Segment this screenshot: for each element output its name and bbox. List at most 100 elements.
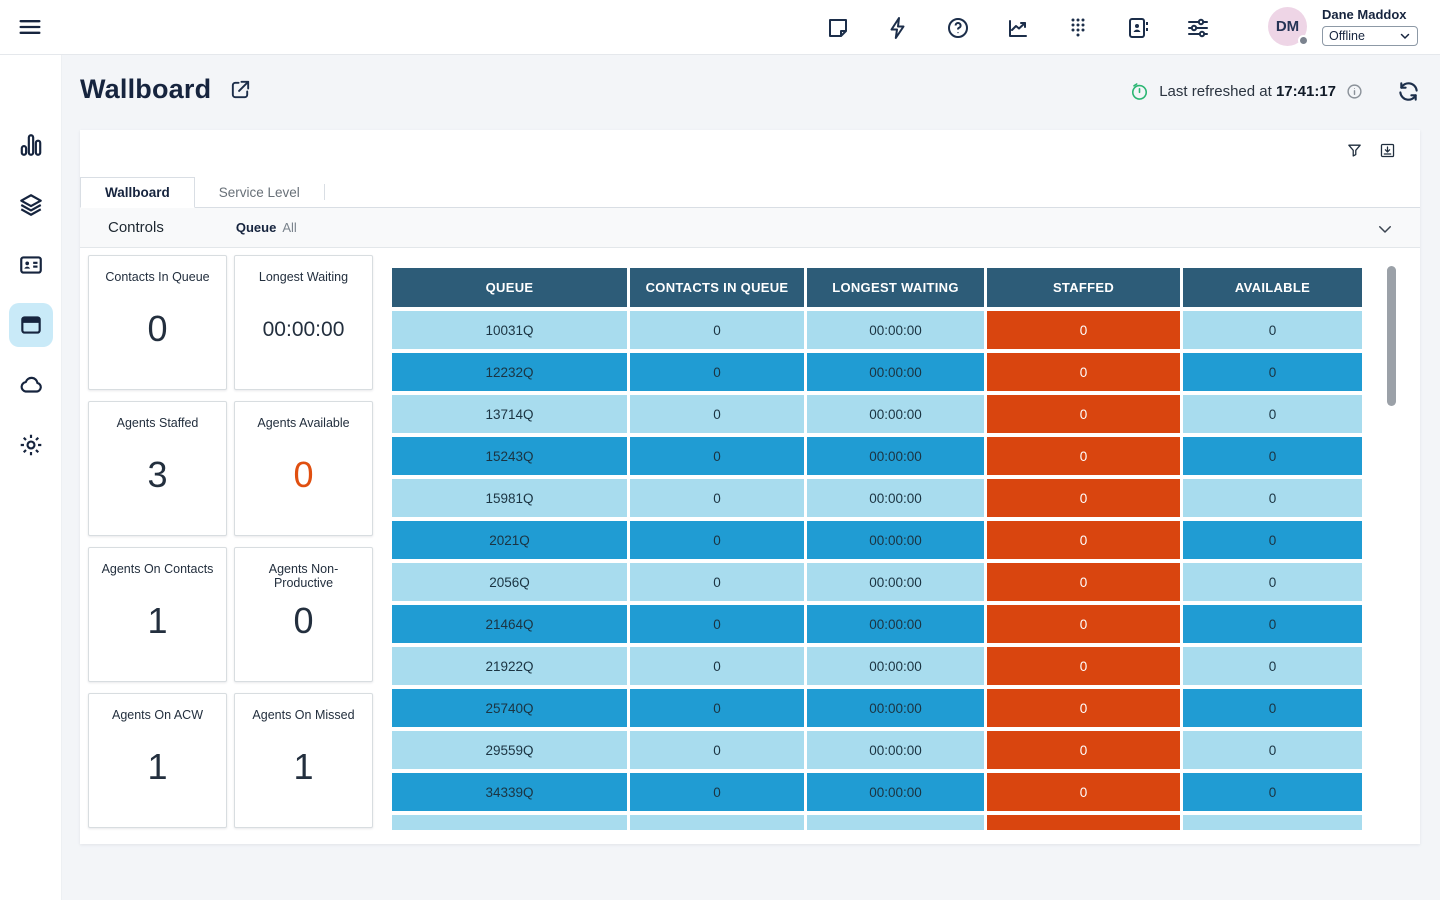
sidebar-item-settings[interactable]	[9, 423, 53, 467]
table-cell-available: 0	[1183, 605, 1362, 643]
queue-filter[interactable]: Queue All	[235, 220, 297, 235]
table-cell-contacts: 0	[630, 689, 804, 727]
sidebar-item-cloud[interactable]	[9, 363, 53, 407]
table-cell-longest: 00:00:00	[807, 353, 984, 391]
tab-wallboard[interactable]: Wallboard	[80, 177, 195, 208]
kpi-label: Agents Staffed	[116, 416, 199, 430]
table-cell-contacts	[630, 815, 804, 830]
table-cell-queue: 13714Q	[392, 395, 627, 433]
controls-label: Controls	[108, 219, 164, 236]
table-cell-longest: 00:00:00	[807, 311, 984, 349]
table-cell-queue: 12232Q	[392, 353, 627, 391]
table-cell-longest: 00:00:00	[807, 479, 984, 517]
status-select[interactable]: Offline	[1322, 26, 1418, 46]
kpi-value: 0	[147, 308, 168, 349]
kpi-value: 1	[147, 746, 168, 787]
status-select-value: Offline	[1329, 29, 1365, 43]
table-header-cell: STAFFED	[987, 268, 1180, 307]
kpi-card: Agents Available 0	[234, 401, 373, 536]
contacts-icon[interactable]	[1126, 16, 1150, 40]
hamburger-menu-icon[interactable]	[16, 13, 44, 41]
info-icon[interactable]	[1346, 83, 1363, 100]
table-cell-queue	[392, 815, 627, 830]
external-link-icon[interactable]	[229, 78, 252, 101]
gear-icon	[20, 434, 42, 456]
table-cell-staffed: 0	[987, 311, 1180, 349]
status-dot	[1298, 35, 1309, 46]
table-cell-available	[1183, 815, 1362, 830]
kpi-value: 3	[147, 454, 168, 495]
table-row: 29559Q 0 00:00:00 0 0	[392, 731, 1365, 769]
kpi-card: Agents On Missed 1	[234, 693, 373, 828]
sidebar-item-metrics[interactable]	[9, 123, 53, 167]
table-cell-queue: 15243Q	[392, 437, 627, 475]
cloud-icon	[20, 376, 42, 393]
table-cell-queue: 25740Q	[392, 689, 627, 727]
avatar[interactable]: DM	[1268, 7, 1309, 46]
table-row: 13714Q 0 00:00:00 0 0	[392, 395, 1365, 433]
table-row: 25740Q 0 00:00:00 0 0	[392, 689, 1365, 727]
table-cell-contacts: 0	[630, 395, 804, 433]
kpi-value: 0	[293, 600, 314, 641]
tab-service-level[interactable]: Service Level	[218, 185, 300, 200]
table-cell-longest: 00:00:00	[807, 731, 984, 769]
dialpad-icon[interactable]	[1066, 16, 1090, 40]
table-cell-staffed: 0	[987, 689, 1180, 727]
table-cell-staffed: 0	[987, 605, 1180, 643]
help-icon[interactable]	[946, 16, 970, 40]
table-cell-available: 0	[1183, 647, 1362, 685]
table-header-cell: AVAILABLE	[1183, 268, 1362, 307]
table-cell-staffed: 0	[987, 647, 1180, 685]
filter-icon[interactable]	[1346, 142, 1363, 159]
sidebar-item-contacts[interactable]	[9, 243, 53, 287]
kpi-value: 1	[147, 600, 168, 641]
table-cell-longest: 00:00:00	[807, 773, 984, 811]
table-cell-contacts: 0	[630, 437, 804, 475]
sliders-icon[interactable]	[1186, 16, 1210, 40]
table-header-cell: QUEUE	[392, 268, 627, 307]
sidebar	[0, 55, 62, 900]
table-cell-contacts: 0	[630, 647, 804, 685]
table-row: 10031Q 0 00:00:00 0 0	[392, 311, 1365, 349]
table-cell-queue: 10031Q	[392, 311, 627, 349]
table-row: 15243Q 0 00:00:00 0 0	[392, 437, 1365, 475]
last-refreshed-time: 17:41:17	[1275, 83, 1336, 100]
controls-collapse-chevron-icon[interactable]	[1376, 220, 1394, 238]
lightning-icon[interactable]	[886, 16, 910, 40]
table-row	[392, 815, 1365, 830]
table-cell-available: 0	[1183, 773, 1362, 811]
kpi-label: Agents Available	[257, 416, 350, 430]
user-box: DM Dane Maddox Offline	[1268, 7, 1418, 46]
table-cell-queue: 29559Q	[392, 731, 627, 769]
kpi-label: Agents On Missed	[252, 708, 355, 722]
table-scrollbar-thumb[interactable]	[1387, 266, 1396, 406]
table-cell-contacts: 0	[630, 731, 804, 769]
queue-table: QUEUE CONTACTS IN QUEUE LONGEST WAITING STA…	[392, 268, 1365, 830]
sidebar-item-layers[interactable]	[9, 183, 53, 227]
table-cell-available: 0	[1183, 437, 1362, 475]
line-chart-icon[interactable]	[1006, 16, 1030, 40]
table-cell-contacts: 0	[630, 521, 804, 559]
table-cell-staffed: 0	[987, 731, 1180, 769]
table-cell-queue: 15981Q	[392, 479, 627, 517]
table-cell-contacts: 0	[630, 353, 804, 391]
download-icon[interactable]	[1379, 142, 1396, 159]
refresh-icon[interactable]	[1397, 80, 1420, 103]
table-cell-staffed: 0	[987, 479, 1180, 517]
layers-icon	[20, 194, 42, 216]
table-cell-contacts: 0	[630, 773, 804, 811]
kpi-value: 0	[293, 454, 314, 495]
table-cell-queue: 34339Q	[392, 773, 627, 811]
table-cell-longest: 00:00:00	[807, 563, 984, 601]
table-cell-available: 0	[1183, 479, 1362, 517]
sidebar-item-wallboard[interactable]	[9, 303, 53, 347]
kpi-card: Agents Non-Productive 0	[234, 547, 373, 682]
top-bar: DM Dane Maddox Offline	[0, 0, 1440, 55]
table-row: 21922Q 0 00:00:00 0 0	[392, 647, 1365, 685]
kpi-card: Agents Staffed 3	[88, 401, 227, 536]
notepad-icon[interactable]	[826, 16, 850, 40]
table-cell-available: 0	[1183, 689, 1362, 727]
kpi-value: 1	[293, 746, 314, 787]
table-cell-contacts: 0	[630, 479, 804, 517]
kpi-card: Longest Waiting 00:00:00	[234, 255, 373, 390]
